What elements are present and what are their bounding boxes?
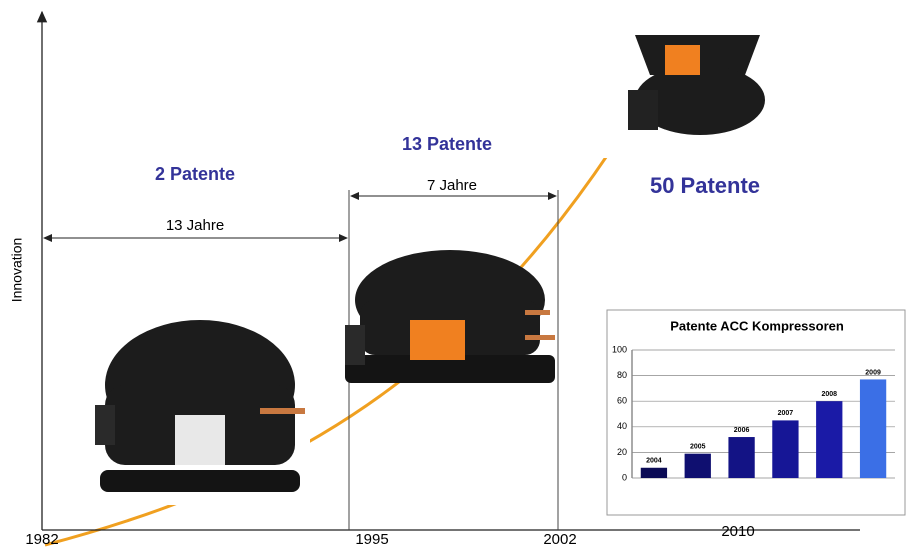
y-tick-label: 60 — [617, 396, 627, 406]
bar — [772, 420, 798, 478]
year: 1982 — [25, 531, 58, 548]
year: 2002 — [543, 531, 576, 548]
bar-category-label: 2008 — [821, 391, 837, 398]
bar — [816, 401, 842, 478]
compressor-photo — [90, 315, 310, 505]
bar-category-label: 2009 — [865, 369, 881, 376]
patent-label: 13 Patente — [402, 134, 492, 154]
patent-label: 50 Patente — [650, 173, 760, 198]
y-tick-label: 40 — [617, 421, 627, 431]
bar — [860, 379, 886, 478]
patent-label: 2 Patente — [155, 164, 235, 184]
bar-category-label: 2004 — [646, 458, 662, 465]
y-tick-label: 20 — [617, 447, 627, 457]
span-label: 13 Jahre — [166, 217, 224, 234]
bar-category-label: 2005 — [690, 444, 706, 451]
y-tick-label: 0 — [622, 472, 627, 482]
y-tick-label: 80 — [617, 370, 627, 380]
bar — [728, 437, 754, 478]
slide: Innovation 1982 1995 2002 2010 13 Jahre … — [0, 0, 922, 550]
span-label: 7 Jahre — [427, 177, 477, 194]
compressor-photo — [345, 250, 555, 383]
bar — [685, 454, 711, 478]
compressor-photo — [595, 0, 815, 158]
year: 1995 — [355, 531, 388, 548]
axis-label: Innovation — [9, 238, 25, 303]
y-tick-label: 100 — [612, 344, 627, 354]
bar-category-label: 2006 — [734, 427, 750, 434]
year: 2010 — [721, 523, 754, 540]
bar — [641, 468, 667, 478]
bar-category-label: 2007 — [778, 410, 794, 417]
chart-title: Patente ACC Kompressoren — [670, 318, 844, 333]
